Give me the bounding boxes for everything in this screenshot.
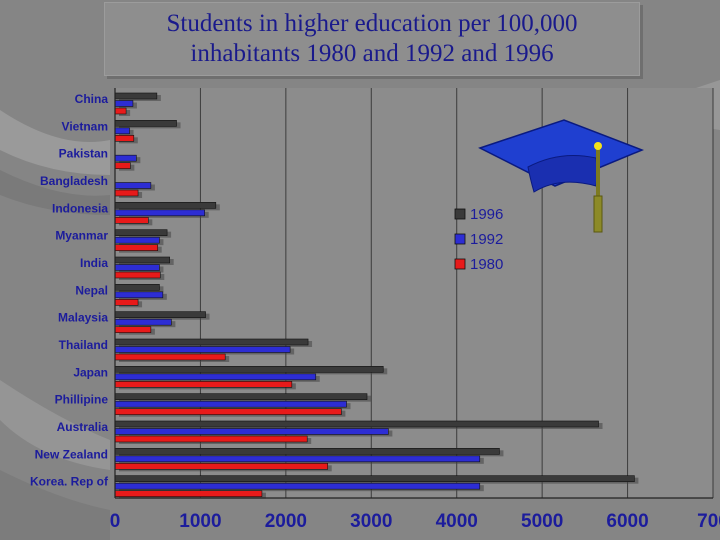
bar-1996-japan <box>114 366 384 373</box>
x-tick-label: 3000 <box>350 511 392 532</box>
bar-1980-korea-rep-of <box>114 490 263 497</box>
category-label: Nepal <box>75 283 108 297</box>
title-line-1: Students in higher education per 100,000 <box>166 10 578 37</box>
x-tick-label: 0 <box>110 511 121 532</box>
legend-swatch-1992 <box>454 233 466 245</box>
bar-1996-myanmar <box>114 229 168 236</box>
legend-swatch-1980 <box>454 258 466 270</box>
category-label: Vietnam <box>62 119 108 133</box>
bar-1996-nepal <box>114 284 160 291</box>
bar-1980-nepal <box>114 299 139 306</box>
category-label: Phillipine <box>55 393 109 407</box>
bar-1980-china <box>114 107 127 115</box>
x-tick-label: 5000 <box>521 511 563 532</box>
legend-label-1980: 1980 <box>470 256 503 273</box>
category-label: Indonesia <box>52 201 108 215</box>
bar-1980-new-zealand <box>114 463 329 470</box>
bar-1996-india <box>114 256 170 264</box>
bar-1980-phillipine <box>114 408 342 415</box>
bar-1992-indonesia <box>114 209 205 217</box>
category-label: New Zealand <box>35 447 108 461</box>
category-label: Thailand <box>59 338 108 352</box>
x-tick-label: 6000 <box>606 511 648 532</box>
bar-1992-india <box>114 264 160 271</box>
bar-1980-australia <box>114 435 308 443</box>
bar-1992-thailand <box>114 346 291 353</box>
category-label: Myanmar <box>55 229 108 243</box>
bar-1996-thailand <box>114 338 309 346</box>
bar-1992-bangladesh <box>114 182 152 189</box>
category-labels: China Vietnam Pakistan Bangladesh Indonesia M… <box>30 92 109 489</box>
bar-1992-vietnam <box>114 127 130 135</box>
x-tick-label: 4000 <box>436 511 478 532</box>
bar-1980-japan <box>114 381 293 388</box>
bar-1992-nepal <box>114 291 164 299</box>
title-line-2: inhabitants 1980 and 1992 and 1996 <box>190 40 554 67</box>
bar-1992-australia <box>114 428 389 435</box>
bar-1992-phillipine <box>114 400 347 408</box>
x-tick-label: 700 <box>697 511 720 532</box>
bar-1992-malaysia <box>114 318 172 326</box>
bar-1996-australia <box>114 420 599 428</box>
bars <box>114 92 639 499</box>
legend-label-1996: 1996 <box>470 206 503 223</box>
bar-1980-myanmar <box>114 244 159 251</box>
bar-1992-new-zealand <box>114 455 481 463</box>
legend-label-1992: 1992 <box>470 231 503 248</box>
bar-1992-japan <box>114 373 317 381</box>
bar-1992-korea-rep-of <box>114 482 481 490</box>
bar-1980-indonesia <box>114 217 149 224</box>
category-label: India <box>80 256 108 270</box>
graduation-cap-icon <box>478 119 645 233</box>
bar-1996-korea-rep-of <box>114 475 635 482</box>
bar-1992-pakistan <box>114 154 137 162</box>
bar-1996-vietnam <box>114 120 177 127</box>
bar-1996-phillipine <box>114 393 368 400</box>
category-label: Korea. Rep of <box>30 475 109 489</box>
bar-1980-bangladesh <box>114 189 139 197</box>
category-label: Japan <box>73 365 108 379</box>
category-label: Malaysia <box>58 311 108 325</box>
bar-1980-thailand <box>114 353 226 361</box>
legend-swatch-1996 <box>454 208 466 220</box>
category-label: China <box>75 92 109 106</box>
category-label: Bangladesh <box>40 174 108 188</box>
bar-1980-india <box>114 271 161 279</box>
bar-1992-myanmar <box>114 236 160 244</box>
bar-1996-new-zealand <box>114 448 500 455</box>
bar-1996-china <box>114 92 158 100</box>
x-tick-label: 1000 <box>179 511 221 532</box>
legend: 1996 1992 1980 <box>454 206 503 273</box>
chart-title: Students in higher education per 100,000… <box>104 2 640 76</box>
category-label: Pakistan <box>59 147 108 161</box>
bar-1980-pakistan <box>114 162 131 169</box>
bar-1992-china <box>114 100 134 107</box>
bar-1980-vietnam <box>114 135 135 142</box>
bar-1996-malaysia <box>114 311 206 318</box>
bar-1996-indonesia <box>114 202 217 209</box>
x-tick-label: 2000 <box>265 511 307 532</box>
category-label: Australia <box>57 420 109 434</box>
tick-labels: 0 1000 2000 3000 4000 5000 6000 700 <box>110 511 720 532</box>
bar-1980-malaysia <box>114 326 152 333</box>
